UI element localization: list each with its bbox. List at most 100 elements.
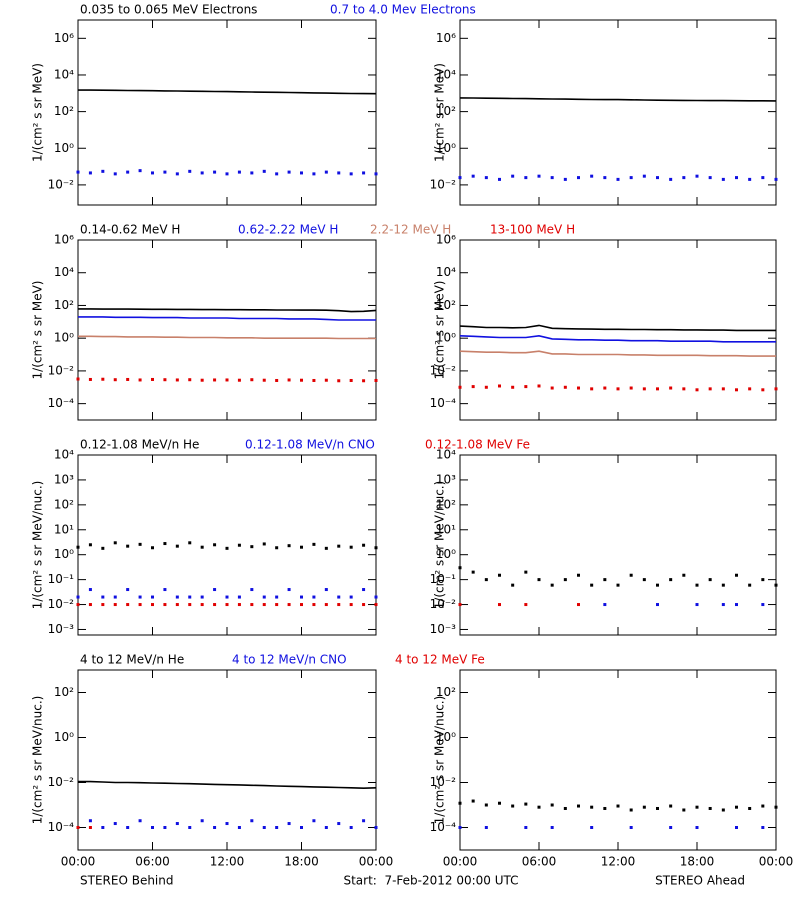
data-point	[695, 826, 699, 829]
data-point	[349, 826, 353, 829]
data-point	[88, 377, 92, 381]
data-point	[138, 819, 142, 823]
data-point	[362, 603, 366, 607]
data-point	[603, 603, 607, 607]
data-point	[748, 177, 752, 181]
data-point	[669, 804, 673, 808]
data-point	[76, 170, 80, 174]
data-point	[237, 378, 241, 382]
data-point	[200, 595, 204, 599]
data-point	[287, 544, 291, 548]
data-point	[237, 595, 241, 599]
data-point	[337, 603, 341, 607]
data-point	[577, 176, 580, 180]
data-point	[735, 388, 738, 392]
y-axis-label: 1/(cm² s sr MeV)	[31, 281, 45, 380]
y-tick-label: 10⁴	[54, 67, 74, 81]
data-point	[374, 378, 378, 382]
y-tick-label: 10²	[436, 497, 456, 511]
data-point	[550, 826, 554, 829]
data-point	[213, 543, 217, 547]
data-point	[287, 822, 291, 826]
data-point	[656, 806, 659, 810]
x-tick-label: 18:00	[680, 855, 715, 869]
data-point	[748, 583, 752, 587]
data-point	[250, 603, 254, 607]
y-tick-label: 10¹	[436, 522, 456, 536]
data-point	[200, 171, 204, 175]
y-axis-label: 1/(cm² s sr MeV)	[433, 281, 447, 380]
data-point	[629, 573, 633, 577]
x-tick-label: 18:00	[284, 855, 319, 869]
data-point	[603, 578, 607, 582]
legend-entry: 0.12-1.08 MeV/n CNO	[245, 438, 375, 452]
data-point	[312, 172, 316, 176]
data-point	[642, 805, 646, 809]
y-tick-label: 10⁰	[436, 730, 456, 744]
data-point	[511, 804, 515, 808]
data-point	[550, 583, 554, 587]
data-point	[138, 378, 142, 382]
data-point	[708, 176, 712, 180]
data-point	[563, 177, 567, 181]
legend-entry: 4 to 12 MeV Fe	[395, 653, 485, 667]
plot-frame	[459, 19, 777, 206]
y-tick-label: 10²	[436, 685, 456, 699]
legend-entry: 0.14-0.62 MeV H	[80, 223, 180, 237]
data-point	[761, 804, 765, 808]
data-point	[735, 603, 738, 607]
data-point	[774, 387, 778, 391]
series-line	[78, 89, 377, 95]
data-point	[735, 176, 738, 180]
y-tick-label: 10¹	[54, 522, 74, 536]
footer-center: Start: 7-Feb-2012 00:00 UTC	[343, 874, 518, 888]
data-point	[349, 172, 353, 176]
data-point	[761, 578, 765, 582]
data-point	[374, 595, 378, 599]
data-point	[175, 595, 179, 599]
y-tick-label: 10⁰	[54, 331, 74, 345]
data-point	[458, 566, 462, 570]
data-point	[337, 544, 341, 548]
y-tick-label: 10⁻²	[430, 177, 457, 191]
data-point	[88, 543, 92, 547]
data-point	[138, 169, 142, 173]
data-point	[458, 801, 462, 805]
data-point	[175, 822, 179, 826]
y-tick-label: 10²	[436, 104, 456, 118]
data-point	[213, 826, 217, 829]
data-point	[262, 378, 266, 382]
data-point	[642, 387, 646, 391]
y-tick-label: 10²	[436, 298, 456, 312]
data-point	[721, 583, 725, 587]
data-point	[312, 595, 316, 599]
data-point	[324, 546, 328, 550]
data-point	[695, 603, 699, 607]
x-tick-label: 12:00	[210, 855, 245, 869]
data-point	[550, 176, 554, 180]
data-point	[262, 826, 266, 829]
data-point	[213, 588, 217, 592]
data-point	[695, 388, 699, 392]
data-point	[603, 176, 607, 180]
data-point	[126, 377, 130, 381]
data-point	[458, 826, 462, 829]
data-point	[590, 583, 594, 587]
data-point	[163, 542, 167, 546]
y-tick-label: 10³	[436, 472, 456, 486]
data-point	[188, 826, 192, 829]
data-point	[337, 171, 341, 175]
data-point	[163, 378, 167, 382]
data-point	[300, 545, 303, 549]
data-point	[225, 546, 229, 550]
data-point	[708, 578, 712, 582]
plot-frame	[77, 239, 377, 421]
data-point	[163, 603, 167, 607]
data-point	[250, 588, 254, 592]
legend-entry: 0.7 to 4.0 Mev Electrons	[330, 3, 476, 17]
data-point	[76, 603, 80, 607]
data-point	[708, 806, 712, 810]
plot-frame	[77, 19, 377, 206]
data-point	[151, 603, 154, 607]
legend-entry: 2.2-12 MeV H	[370, 223, 451, 237]
